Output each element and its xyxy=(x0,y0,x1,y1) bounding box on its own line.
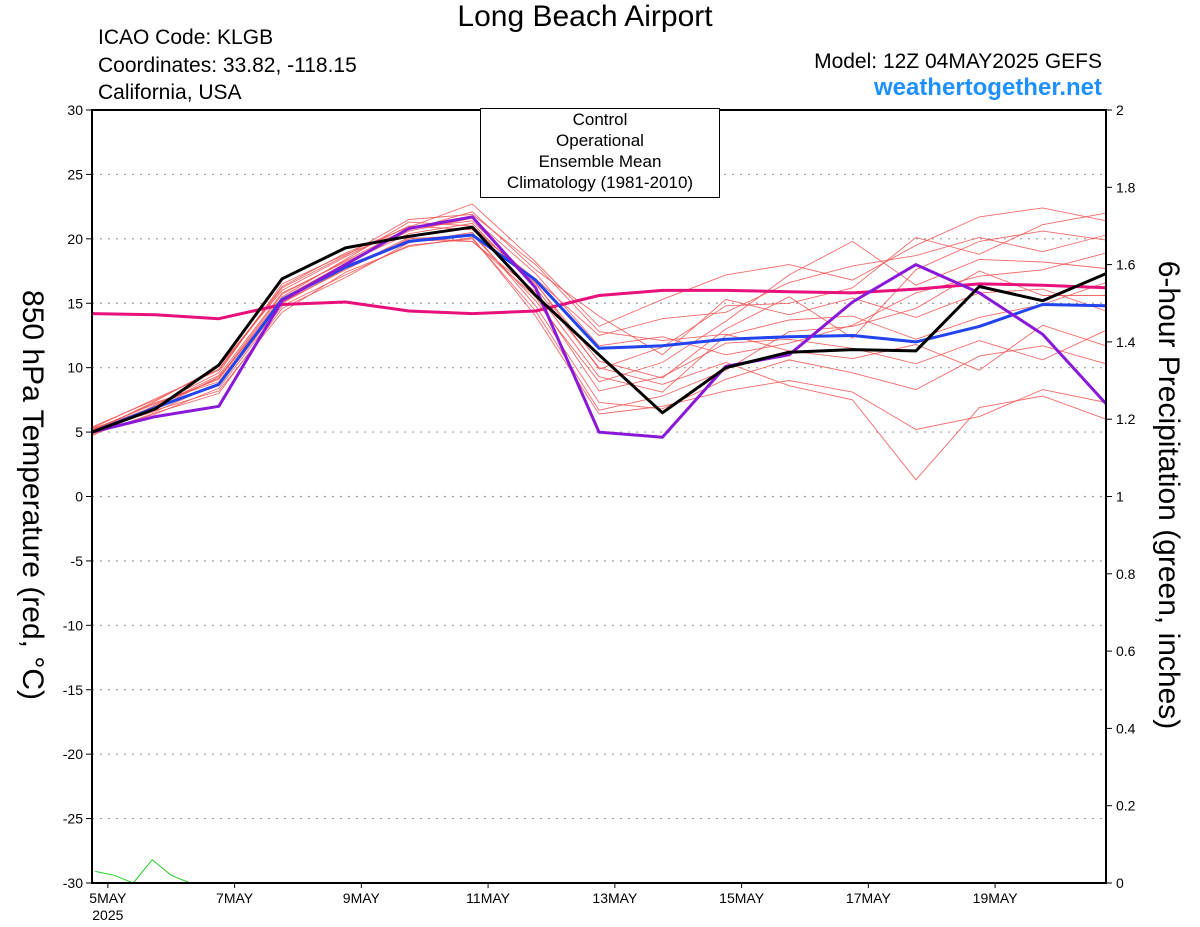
x-tick-label: 15MAY xyxy=(719,890,765,906)
main-series xyxy=(91,215,1108,439)
y2-tick-label: 0.4 xyxy=(1116,720,1136,736)
precip-lines xyxy=(95,859,248,884)
member-line xyxy=(91,213,1107,429)
site-link[interactable]: weathertogether.net xyxy=(873,74,1102,101)
x-tick-label: 9MAY xyxy=(343,890,381,906)
y2-tick-label: 1.6 xyxy=(1116,257,1136,273)
y2-tick-label: 1.8 xyxy=(1116,179,1136,195)
member-line xyxy=(91,239,1107,430)
y-tick-label: 25 xyxy=(67,166,83,182)
x-tick-label: 13MAY xyxy=(592,890,638,906)
icao-code: ICAO Code: KLGB xyxy=(98,26,274,49)
y-tick-label: 15 xyxy=(67,295,83,311)
y2-tick-label: 0.2 xyxy=(1116,798,1136,814)
location: California, USA xyxy=(98,81,242,104)
y-tick-label: 30 xyxy=(67,102,83,118)
x-tick-label: 7MAY xyxy=(216,890,254,906)
gridlines xyxy=(92,173,1106,820)
y-tick-label: -25 xyxy=(63,811,83,827)
y2-tick-label: 1.4 xyxy=(1116,334,1136,350)
ensemble-members xyxy=(91,203,1107,481)
y-tick-label: 0 xyxy=(75,489,83,505)
legend-climatology: Climatology (1981-2010) xyxy=(506,173,694,192)
y-axis-right: 0 0.2 0.4 0.6 0.8 1 1.2 1.4 1.6 1.8 2 xyxy=(1106,102,1136,891)
series-line xyxy=(91,225,1107,434)
y-tick-label: 20 xyxy=(67,231,83,247)
y-axis-label: 850 hPa Temperature (red, °C) xyxy=(16,290,49,700)
x-tick-label: 11MAY xyxy=(466,890,510,906)
model-info: Model: 12Z 04MAY2025 GEFS xyxy=(814,50,1102,73)
chart-title: Long Beach Airport xyxy=(457,0,713,33)
y-tick-label: -5 xyxy=(71,553,84,569)
member-line xyxy=(91,211,1107,437)
x-tick-label: 17MAY xyxy=(846,890,892,906)
member-line xyxy=(91,203,1107,428)
y2-tick-label: 0.8 xyxy=(1116,566,1136,582)
x-tick-sublabel: 2025 xyxy=(92,907,123,923)
y-axis-left: -30 -25 -20 -15 -10 -5 0 5 10 15 20 25 30 xyxy=(63,102,92,891)
coordinates: Coordinates: 33.82, -118.15 xyxy=(98,54,357,77)
y2-axis-label: 6-hour Precipitation (green, inches) xyxy=(1152,260,1185,730)
member-line xyxy=(91,212,1107,430)
y-tick-label: -30 xyxy=(63,875,83,891)
series-line xyxy=(91,215,1108,439)
legend-operational: Operational xyxy=(556,131,644,150)
legend-ensemble-mean: Ensemble Mean xyxy=(538,152,662,171)
y-tick-label: -20 xyxy=(63,746,83,762)
series-line xyxy=(91,233,1107,434)
legend: Control Operational Ensemble Mean Climat… xyxy=(480,108,720,198)
x-tick-label: 19MAY xyxy=(973,890,1019,906)
y-tick-label: -10 xyxy=(63,617,83,633)
y-tick-label: -15 xyxy=(63,682,83,698)
y2-tick-label: 2 xyxy=(1116,102,1124,118)
y2-tick-label: 0 xyxy=(1116,875,1124,891)
legend-control: Control xyxy=(572,110,628,129)
member-line xyxy=(91,237,1107,432)
y2-tick-label: 0.6 xyxy=(1116,643,1136,659)
x-tick-label: 5MAY xyxy=(89,890,127,906)
y2-tick-label: 1.2 xyxy=(1116,411,1136,427)
y-tick-label: 10 xyxy=(67,360,83,376)
y2-tick-label: 1 xyxy=(1116,489,1124,505)
precip-line xyxy=(95,859,248,884)
y-tick-label: 5 xyxy=(75,424,83,440)
member-line xyxy=(91,221,1107,430)
